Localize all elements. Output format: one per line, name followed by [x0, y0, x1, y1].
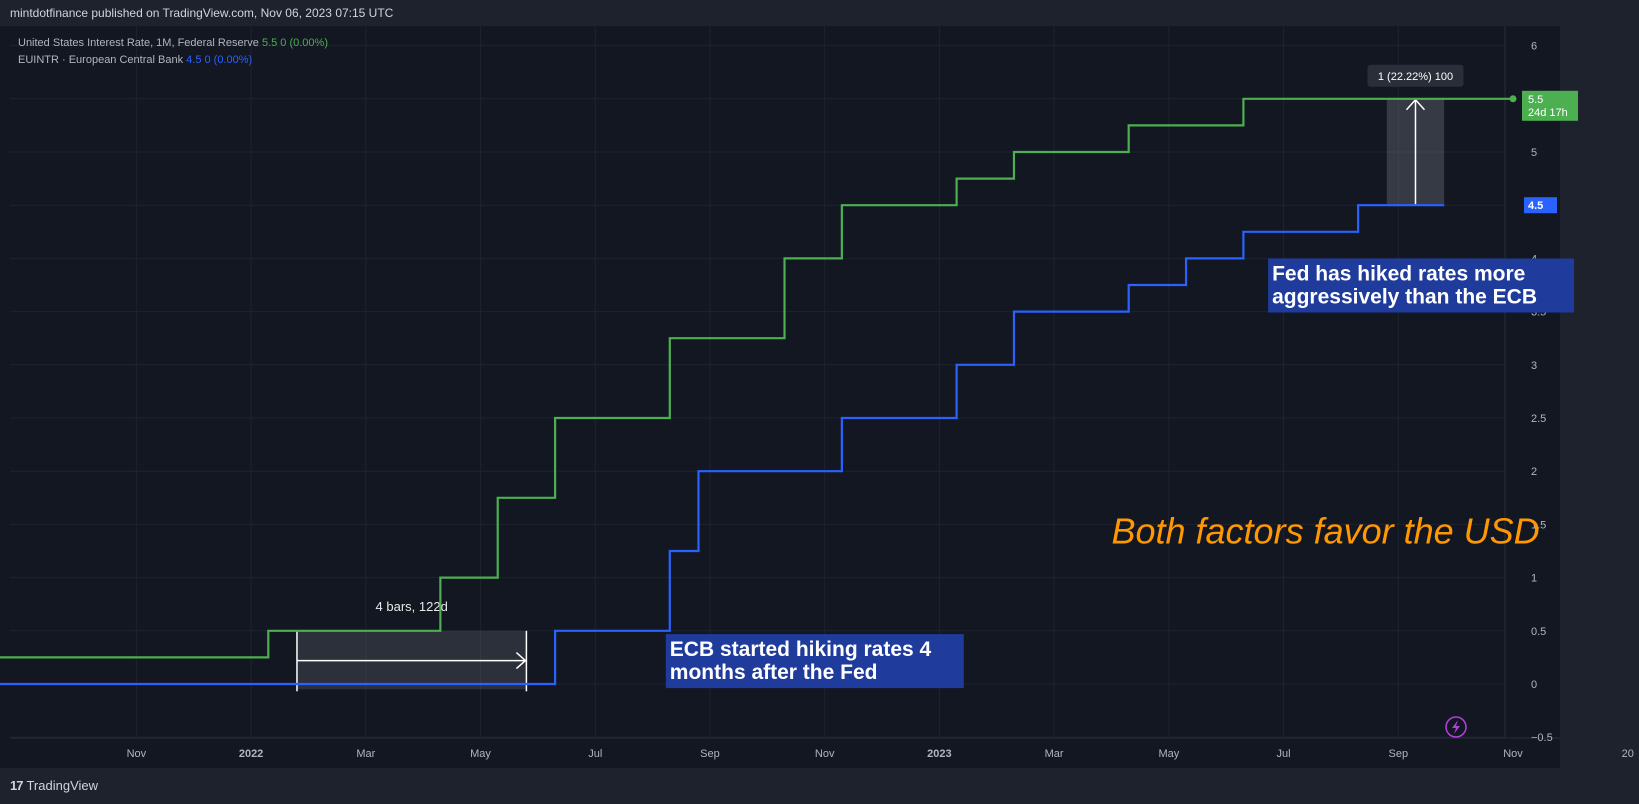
x-tick-label: Nov: [127, 748, 147, 760]
fed-price-label-bg: [1522, 90, 1578, 121]
tradingview-brand-text: TradingView: [26, 778, 99, 793]
y-tick-label: −0.5: [1531, 732, 1553, 744]
fed-note-line: Fed has hiked rates more: [1272, 263, 1525, 286]
fed-note-background: [1268, 258, 1575, 313]
lightning-icon[interactable]: [1445, 716, 1467, 738]
legend-series-value: 4.5 0 (0.00%): [186, 54, 252, 66]
y-tick-label: 1.5: [1531, 519, 1546, 531]
x-tick-label: Mar: [1045, 748, 1064, 760]
ecb-price-label-bg: [1524, 197, 1557, 214]
y-tick-label: 6: [1531, 41, 1537, 53]
fed-last-point-dot: [1509, 95, 1517, 103]
fed-price-label-value: 5.5: [1528, 94, 1543, 106]
lightning-icon-bolt: [1452, 720, 1460, 734]
fed-note-line: aggressively than the ECB: [1272, 286, 1537, 309]
x-tick-label: 2023: [927, 748, 951, 760]
publisher-line: mintdotfinance published on TradingView.…: [10, 6, 394, 20]
y-tick-label: 2.5: [1531, 413, 1546, 425]
x-tick-label: 2022: [239, 748, 263, 760]
legend-row[interactable]: EUINTR · European Central Bank 4.5 0 (0.…: [18, 54, 252, 66]
y-tick-label: 0.5: [1531, 626, 1546, 638]
x-tick-label: Sep: [1388, 748, 1408, 760]
price-range-tooltip: [1367, 64, 1464, 87]
lightning-icon-ring: [1445, 716, 1467, 738]
legend-series-name: United States Interest Rate, 1M, Federal…: [18, 37, 262, 49]
price-range-measure[interactable]: 1 (22.22%) 100: [1367, 64, 1464, 206]
date-range-measure[interactable]: 4 bars, 122d: [296, 599, 528, 692]
series-lines: [0, 95, 1517, 686]
y-tick-label: 1: [1531, 573, 1537, 585]
y-tick-label: 0: [1531, 679, 1537, 691]
y-tick-label: 2: [1531, 466, 1537, 478]
y-tick-label: 3: [1531, 360, 1537, 372]
fed-rate-line: [0, 97, 1513, 659]
tradingview-logo-icon: 17: [10, 778, 24, 793]
y-tick-label: 5: [1531, 147, 1537, 159]
ecb-note-line: ECB started hiking rates 4: [670, 638, 932, 661]
legend-series-value: 5.5 0 (0.00%): [262, 37, 328, 49]
x-tick-label: Mar: [356, 748, 375, 760]
date-range-label: 4 bars, 122d: [376, 599, 448, 614]
tradingview-logo[interactable]: 17 TradingView: [10, 778, 98, 793]
x-tick-label: May: [1158, 748, 1179, 760]
conclusion-text[interactable]: Both factors favor the USD: [1111, 511, 1539, 552]
date-range-arrow-head: [515, 652, 527, 670]
x-tick-label: 20: [1622, 748, 1634, 760]
price-axis-background[interactable]: [1505, 26, 1560, 738]
fed-price-label-countdown: 24d 17h: [1528, 107, 1568, 119]
legend-row[interactable]: United States Interest Rate, 1M, Federal…: [18, 37, 328, 49]
x-tick-label: Jul: [588, 748, 602, 760]
ecb-rate-line: [0, 204, 1445, 686]
ecb-note-line: months after the Fed: [670, 661, 878, 684]
legend[interactable]: United States Interest Rate, 1M, Federal…: [18, 37, 328, 66]
legend-series-name: EUINTR · European Central Bank: [18, 54, 186, 66]
x-tick-label: Nov: [1503, 748, 1523, 760]
ecb-note-background: [665, 634, 964, 689]
time-axis[interactable]: Nov 2022 Mar May Jul Sep Nov 2023 Mar May Jul Sep No…: [127, 748, 1634, 760]
x-tick-label: Jul: [1277, 748, 1291, 760]
ecb-price-label-value: 4.5: [1528, 200, 1543, 212]
x-tick-label: May: [470, 748, 491, 760]
price-range-label: 1 (22.22%) 100: [1378, 71, 1453, 83]
x-tick-label: Sep: [700, 748, 720, 760]
x-tick-label: Nov: [815, 748, 835, 760]
